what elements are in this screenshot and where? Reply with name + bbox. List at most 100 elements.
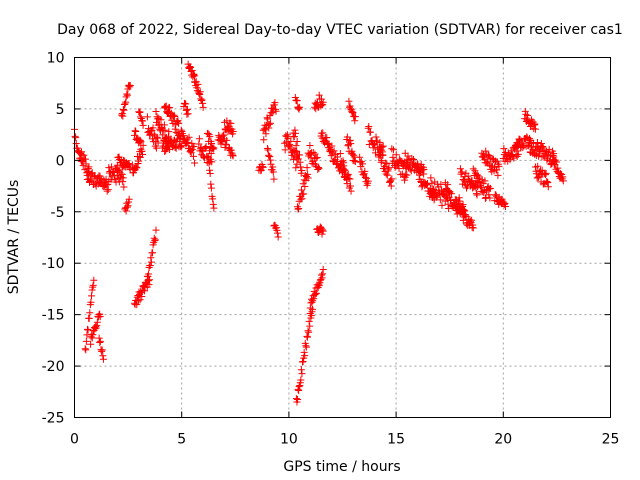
data-point — [90, 276, 98, 284]
data-point — [356, 153, 364, 161]
data-point — [160, 121, 168, 129]
data-point — [89, 283, 97, 291]
data-point — [286, 144, 294, 152]
data-point — [317, 224, 325, 232]
data-point — [139, 150, 147, 158]
data-point — [88, 286, 96, 294]
data-point — [287, 137, 295, 145]
data-point — [223, 136, 231, 144]
data-point — [163, 109, 171, 116]
data-point — [80, 151, 88, 159]
data-point — [486, 184, 494, 192]
data-point — [416, 171, 424, 179]
data-point — [295, 386, 303, 394]
data-point — [189, 71, 197, 79]
data-point — [494, 171, 502, 179]
data-point — [294, 396, 302, 404]
data-point — [281, 146, 289, 154]
data-point — [319, 227, 327, 235]
data-point — [389, 146, 397, 154]
data-point — [153, 133, 161, 141]
data-point — [168, 116, 176, 124]
data-point — [319, 98, 327, 106]
data-point — [206, 166, 214, 174]
data-point — [392, 151, 400, 159]
data-point — [126, 81, 134, 89]
data-point — [297, 376, 305, 384]
data-point — [341, 166, 349, 174]
data-point — [120, 106, 128, 114]
data-point — [340, 162, 348, 170]
data-point — [220, 131, 228, 139]
plot-frame — [74, 57, 611, 418]
data-point — [184, 105, 192, 113]
data-point — [208, 140, 216, 148]
data-point — [311, 291, 319, 299]
data-points — [71, 60, 567, 406]
data-point — [136, 136, 144, 144]
data-point — [478, 149, 486, 157]
data-point — [151, 237, 159, 245]
data-point — [303, 164, 311, 172]
data-point — [379, 142, 387, 150]
data-point — [139, 141, 147, 149]
y-tick-label: -5 — [51, 205, 65, 221]
data-point — [302, 342, 310, 350]
data-point — [308, 298, 316, 306]
data-point — [274, 229, 282, 237]
data-point — [559, 173, 567, 181]
data-point — [190, 70, 198, 78]
data-point — [82, 337, 90, 345]
data-point — [295, 205, 303, 213]
data-point — [177, 143, 185, 151]
data-point — [199, 103, 207, 111]
data-point — [183, 135, 191, 143]
data-point — [526, 134, 534, 142]
data-point — [395, 165, 403, 173]
data-point — [93, 318, 101, 326]
data-point — [119, 112, 127, 120]
data-point — [317, 275, 325, 283]
x-tick-label: 5 — [177, 432, 186, 448]
data-point — [120, 183, 128, 191]
data-point — [261, 126, 269, 134]
data-point — [206, 133, 214, 141]
data-point — [427, 174, 435, 182]
data-point — [229, 151, 237, 159]
data-point — [456, 165, 464, 173]
data-point — [293, 138, 301, 146]
data-point — [365, 122, 373, 130]
data-point — [291, 126, 299, 134]
data-point — [407, 167, 415, 175]
data-point — [350, 151, 358, 159]
data-point — [323, 134, 331, 142]
data-point — [406, 165, 414, 173]
data-point — [306, 142, 314, 150]
data-point — [423, 181, 431, 189]
y-tick-label: 5 — [56, 102, 65, 118]
data-point — [344, 171, 352, 179]
data-point — [436, 196, 444, 204]
data-point — [306, 304, 314, 312]
data-point — [309, 148, 317, 156]
data-point — [302, 343, 310, 351]
data-point — [87, 177, 95, 185]
data-point — [151, 236, 159, 244]
data-point — [110, 168, 118, 176]
data-point — [319, 270, 327, 278]
data-point — [229, 127, 237, 135]
data-point — [269, 163, 277, 171]
data-point — [416, 164, 424, 172]
data-point — [319, 266, 327, 274]
data-point — [315, 164, 323, 172]
data-point — [202, 143, 210, 151]
data-point — [208, 158, 216, 166]
data-point — [197, 95, 205, 103]
data-point — [469, 165, 477, 173]
data-point — [207, 180, 215, 188]
data-point — [138, 117, 146, 125]
data-point — [409, 156, 417, 164]
data-point — [209, 200, 217, 208]
data-point — [469, 224, 477, 232]
data-point — [310, 295, 318, 303]
